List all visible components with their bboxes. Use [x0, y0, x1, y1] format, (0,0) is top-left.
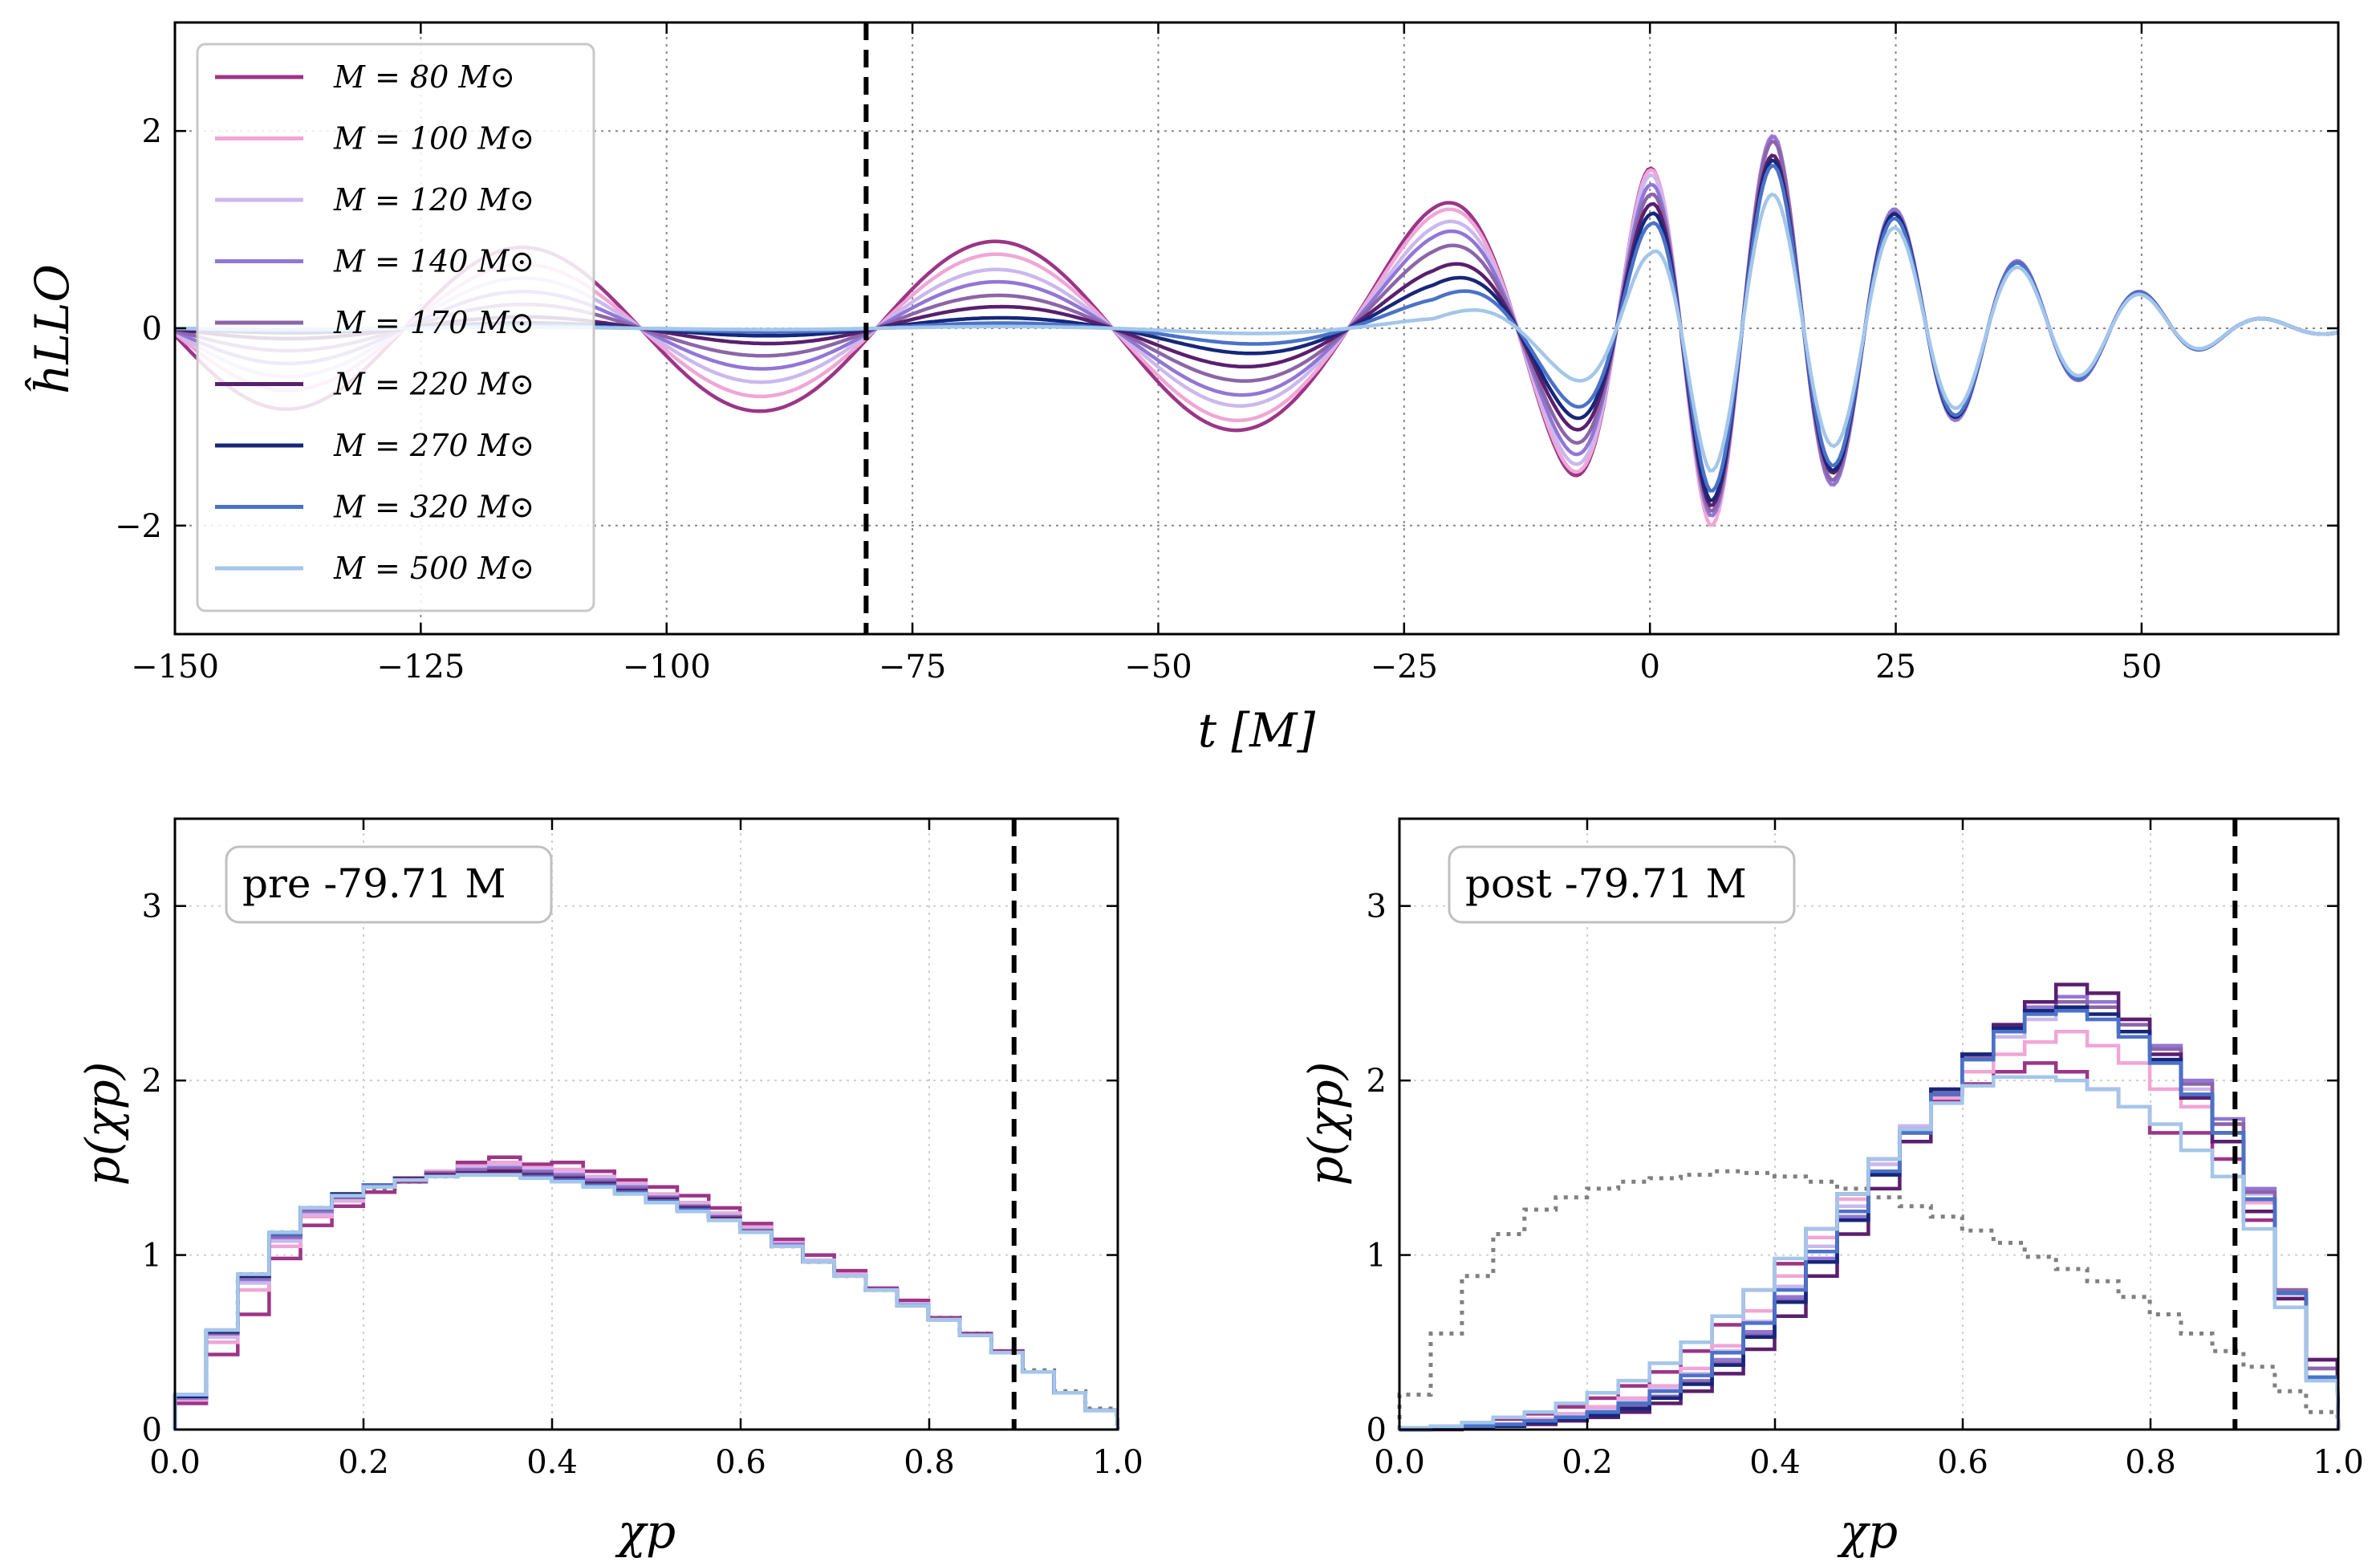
legend-label: M = 120 M⊙	[333, 182, 534, 218]
x-tick-label: −125	[376, 649, 465, 685]
plot-frame	[1398, 817, 2340, 1431]
legend-label: M = 320 M⊙	[333, 490, 534, 525]
x-tick-label: 0.2	[1562, 1444, 1613, 1481]
x-tick-labels: −150 −125 −100 −75 −50 −25 0 25 50	[131, 649, 2162, 685]
tick-marks	[173, 819, 1119, 1431]
histogram-step-line	[173, 1164, 1120, 1430]
panel-label: post -79.71 M	[1465, 860, 1747, 907]
x-tick-label: 25	[1875, 649, 1916, 685]
y-tick-label: −2	[115, 508, 162, 545]
prior-histogram	[1397, 1169, 2341, 1430]
y-axis-label: p(χp)	[75, 1062, 130, 1186]
y-tick-label: 3	[1367, 889, 1387, 925]
x-tick-label: 0.2	[338, 1444, 389, 1481]
histogram-step-line	[173, 1173, 1120, 1430]
x-tick-labels: 0.0 0.2 0.4 0.6 0.8 1.0	[1374, 1444, 2364, 1481]
x-tick-label: −100	[623, 649, 711, 685]
posterior-histograms	[173, 1155, 1120, 1430]
tick-marks	[173, 22, 2338, 634]
x-tick-label: 0.0	[149, 1444, 201, 1481]
x-tick-label: 0.8	[2125, 1444, 2176, 1481]
post-histogram-panel: 0.0 0.2 0.4 0.6 0.8 1.0 0 1 2 3 post -79.71 M χp…	[1298, 817, 2364, 1559]
posterior-histograms	[1397, 982, 2341, 1432]
legend-label: M = 500 M⊙	[333, 551, 534, 586]
x-axis-label: χp	[1837, 1504, 1898, 1559]
x-tick-label: −150	[131, 649, 219, 685]
y-tick-label: 0	[142, 1412, 162, 1449]
x-tick-label: 0.0	[1374, 1444, 1425, 1481]
y-tick-label: 0	[1367, 1412, 1387, 1449]
histogram-step-line	[1399, 1005, 2341, 1432]
panel-label-box	[225, 845, 553, 924]
y-tick-labels: 0 1 2 3	[1367, 889, 1387, 1449]
x-axis-label: t [M]	[1198, 703, 1316, 758]
panel-label: pre -79.71 M	[242, 860, 506, 907]
x-tick-label: 0.4	[526, 1444, 578, 1481]
tick-marks	[1398, 819, 2340, 1431]
legend: M = 80 M⊙ M = 100 M⊙ M = 120 M⊙ M = 140 M⊙ M…	[196, 43, 595, 612]
plot-frame	[173, 817, 1119, 1431]
x-tick-label: 0.6	[1937, 1444, 1988, 1481]
panel-label-box	[1448, 845, 1796, 924]
histogram-step-line	[1397, 1075, 2341, 1430]
x-tick-label: −75	[879, 649, 946, 685]
x-tick-labels: 0.0 0.2 0.4 0.6 0.8 1.0	[149, 1444, 1143, 1481]
y-tick-labels: 0 1 2 3	[142, 889, 162, 1449]
legend-label: M = 270 M⊙	[333, 428, 534, 463]
legend-box	[196, 43, 595, 612]
x-tick-label: 1.0	[1092, 1444, 1143, 1481]
legend-label: M = 80 M⊙	[333, 59, 515, 95]
x-tick-label: −25	[1371, 649, 1438, 685]
x-tick-label: 50	[2121, 649, 2162, 685]
prior-step-line	[1397, 1169, 2341, 1430]
y-tick-labels: −2 0 2	[115, 113, 162, 545]
x-tick-label: 0.4	[1749, 1444, 1801, 1481]
x-axis-label: χp	[615, 1504, 676, 1559]
y-tick-label: 2	[142, 1063, 162, 1100]
x-tick-label: 0.6	[715, 1444, 766, 1481]
legend-label: M = 220 M⊙	[333, 367, 534, 402]
waveform-panel: −150 −125 −100 −75 −50 −25 0 25 50 −2 0 2 t [M] ĥL…	[25, 21, 2340, 758]
legend-label: M = 170 M⊙	[333, 305, 534, 340]
legend-label: M = 100 M⊙	[333, 121, 534, 157]
y-tick-label: 2	[142, 113, 162, 150]
y-tick-label: 3	[142, 889, 162, 925]
x-tick-label: 1.0	[2313, 1444, 2364, 1481]
y-axis-label: p(χp)	[1298, 1062, 1353, 1186]
y-axis-label: ĥLLO	[25, 264, 79, 394]
histogram-step-line	[1397, 1061, 2341, 1430]
y-tick-label: 1	[1367, 1238, 1387, 1275]
x-tick-label: −50	[1124, 649, 1192, 685]
y-tick-label: 2	[1367, 1063, 1387, 1100]
y-tick-label: 0	[142, 311, 162, 348]
y-tick-label: 1	[142, 1238, 162, 1275]
x-tick-label: 0.8	[904, 1444, 955, 1481]
x-tick-label: 0	[1639, 649, 1659, 685]
legend-label: M = 140 M⊙	[333, 244, 534, 279]
